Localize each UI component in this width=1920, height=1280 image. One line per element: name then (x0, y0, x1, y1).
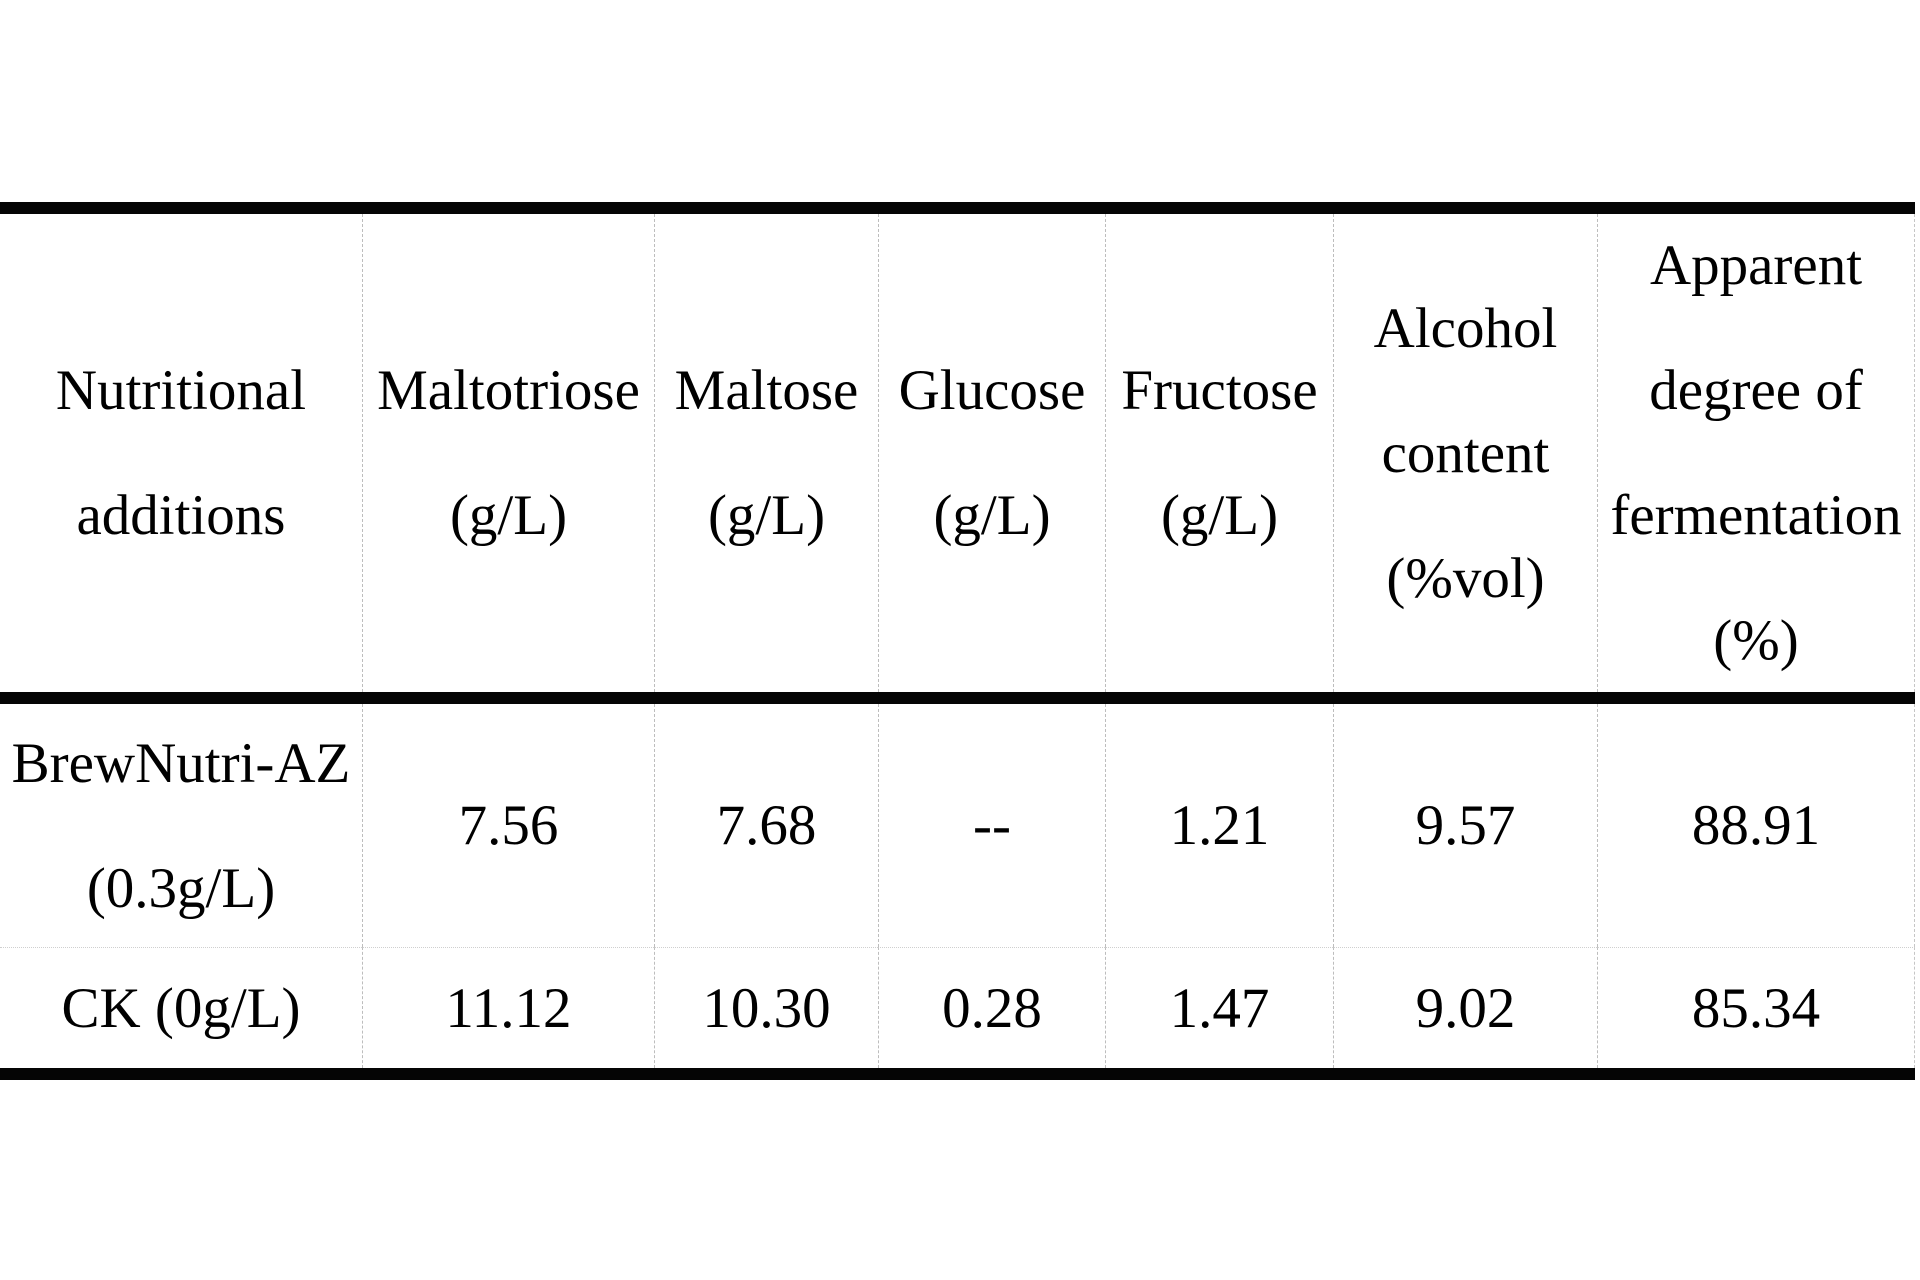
cell-fermentation-ck: 85.34 (1597, 947, 1915, 1068)
header-cell-maltose: Maltose (g/L) (654, 214, 878, 692)
header-line: degree of (1649, 359, 1863, 422)
cell-value: 1.47 (1169, 976, 1270, 1040)
header-line: Apparent (1649, 234, 1863, 297)
header-line: Maltotriose (377, 359, 640, 422)
results-table: Nutritional additions Maltotriose (g/L) … (0, 202, 1915, 1080)
cell-value: 85.34 (1691, 976, 1821, 1040)
cell-glucose-brewnutri: -- (878, 704, 1105, 947)
cell-value: 0.28 (942, 976, 1042, 1040)
header-line: (g/L) (707, 484, 826, 547)
header-cell-alcohol-content: Alcohol content (%vol) (1333, 214, 1597, 692)
header-line: Glucose (898, 359, 1086, 422)
cell-value: 10.30 (702, 976, 831, 1040)
cell-value: 9.02 (1415, 976, 1516, 1040)
cell-value: 1.21 (1169, 794, 1270, 857)
cell-glucose-ck: 0.28 (878, 947, 1105, 1068)
header-line: fermentation (1610, 484, 1902, 547)
cell-alcohol-brewnutri: 9.57 (1333, 704, 1597, 947)
row-label-ck: CK (0g/L) (0, 947, 362, 1068)
cell-alcohol-ck: 9.02 (1333, 947, 1597, 1068)
cell-fructose-ck: 1.47 (1105, 947, 1333, 1068)
row-label-brewnutri-az: BrewNutri-AZ (0.3g/L) (0, 704, 362, 947)
cell-value: 11.12 (445, 976, 572, 1040)
header-cell-maltotriose: Maltotriose (g/L) (362, 214, 654, 692)
cell-value: 7.68 (716, 794, 817, 857)
header-line: content (1381, 421, 1550, 485)
cell-fermentation-brewnutri: 88.91 (1597, 704, 1915, 947)
header-line: (g/L) (449, 484, 568, 547)
cell-value: 7.56 (458, 794, 559, 857)
table-grid: Nutritional additions Maltotriose (g/L) … (0, 214, 1915, 1068)
header-cell-fructose: Fructose (g/L) (1105, 214, 1333, 692)
header-line: Nutritional (55, 359, 307, 422)
table-top-rule (0, 202, 1915, 214)
row-label-line: (0.3g/L) (86, 856, 276, 920)
cell-fructose-brewnutri: 1.21 (1105, 704, 1333, 947)
row-label-line: CK (0g/L) (61, 976, 301, 1040)
row-label-line: BrewNutri-AZ (11, 731, 351, 795)
cell-maltotriose-ck: 11.12 (362, 947, 654, 1068)
cell-value: -- (973, 794, 1011, 857)
header-line: Maltose (674, 359, 859, 422)
header-line: Fructose (1121, 359, 1318, 422)
table-header-rule (0, 692, 1915, 704)
header-line: additions (76, 484, 286, 547)
header-line: (g/L) (1160, 484, 1279, 547)
header-line: (%) (1713, 609, 1799, 672)
header-cell-apparent-fermentation: Apparent degree of fermentation (%) (1597, 214, 1915, 692)
cell-value: 9.57 (1415, 794, 1516, 857)
header-cell-glucose: Glucose (g/L) (878, 214, 1105, 692)
table-bottom-rule (0, 1068, 1915, 1080)
cell-maltotriose-brewnutri: 7.56 (362, 704, 654, 947)
cell-maltose-ck: 10.30 (654, 947, 878, 1068)
cell-maltose-brewnutri: 7.68 (654, 704, 878, 947)
header-line: Alcohol (1373, 296, 1558, 360)
cell-value: 88.91 (1691, 794, 1821, 857)
header-cell-nutritional-additions: Nutritional additions (0, 214, 362, 692)
header-line: (%vol) (1386, 546, 1545, 610)
header-line: (g/L) (933, 484, 1051, 547)
